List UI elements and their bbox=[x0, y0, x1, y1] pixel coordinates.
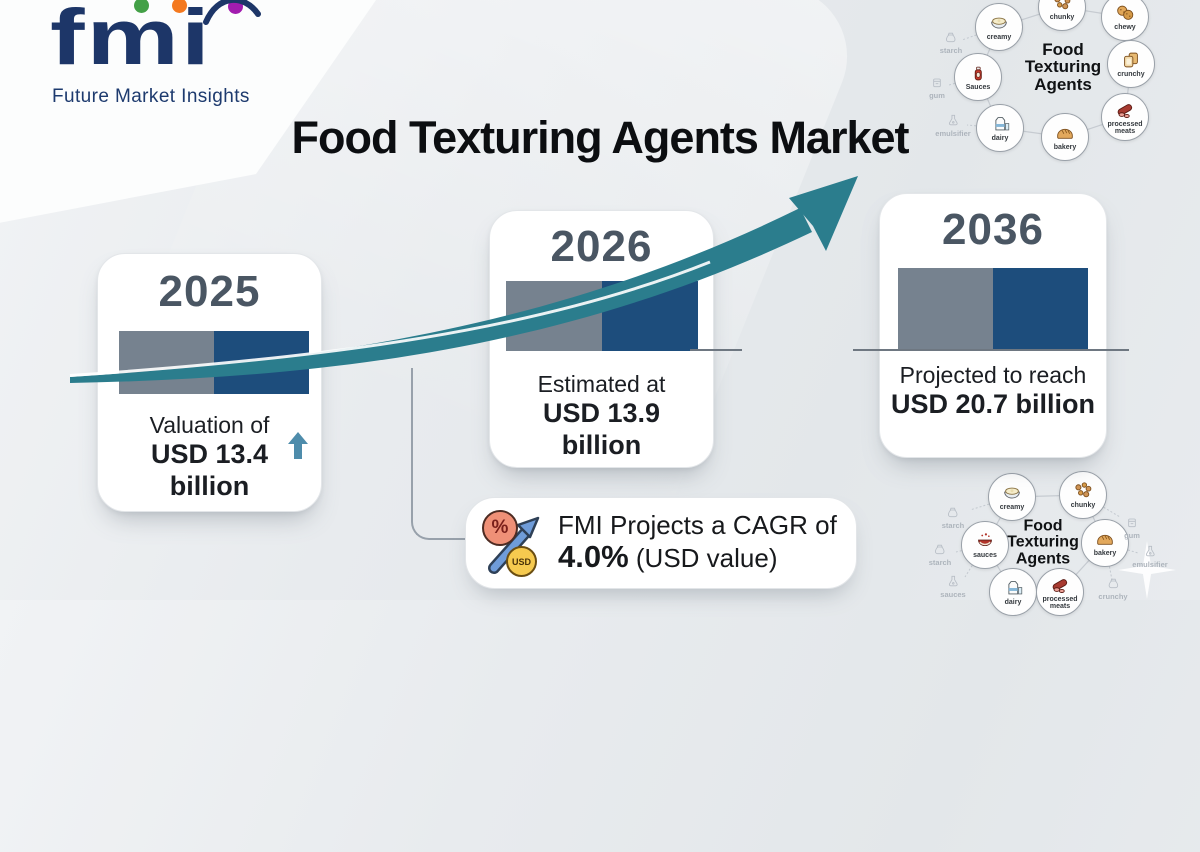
starch-icon bbox=[943, 29, 959, 45]
baseline-segment bbox=[853, 349, 1129, 351]
baseline-segment bbox=[690, 349, 742, 351]
year-card-2025: 2025 Valuation of USD 13.4 billion bbox=[97, 253, 322, 512]
bar-segment-gray bbox=[506, 281, 602, 351]
year-label: 2026 bbox=[550, 222, 653, 271]
cluster-node-chewy: chewy bbox=[1101, 0, 1149, 41]
gum-icon bbox=[1124, 514, 1140, 530]
cluster-node-creamy: creamy bbox=[975, 3, 1023, 51]
cluster-node-sauces: sauces bbox=[961, 521, 1009, 569]
bar-segment-navy bbox=[214, 331, 309, 394]
logo-tagline: Future Market Insights bbox=[52, 86, 250, 107]
ghost-item-sauces: sauces bbox=[940, 573, 966, 599]
ketchup-icon bbox=[967, 62, 989, 84]
cluster-node-crunchy: crunchy bbox=[1107, 40, 1155, 88]
up-arrow-icon bbox=[288, 432, 308, 459]
cluster-node-bakery: bakery bbox=[1041, 113, 1089, 161]
starch-icon bbox=[945, 504, 961, 520]
year-label: 2025 bbox=[158, 267, 261, 316]
market-bar-2025 bbox=[119, 331, 309, 394]
cluster-title: Food Texturing Agents bbox=[1024, 40, 1102, 94]
cagr-connector-line bbox=[411, 368, 467, 540]
logo-arc-icon bbox=[203, 0, 261, 25]
ghost-item-starch: starch bbox=[929, 541, 951, 567]
cagr-growth-icon: % USD bbox=[482, 508, 548, 578]
chewy-icon bbox=[1114, 2, 1136, 24]
logo-wordmark: fmi bbox=[50, 0, 212, 82]
cagr-value: 4.0% bbox=[558, 539, 629, 575]
creamy-icon bbox=[988, 12, 1010, 34]
cagr-text: FMI Projects a CAGR of 4.0% (USD value) bbox=[558, 510, 837, 575]
cluster-node-processed-meats: processed meats bbox=[1101, 93, 1149, 141]
ghost-item-starch: starch bbox=[942, 504, 964, 530]
ghost-item-emulsifier: emulsifier bbox=[935, 112, 971, 138]
logo-dot-green-icon bbox=[134, 0, 149, 13]
sauce-bottle-icon bbox=[945, 573, 961, 589]
cluster-node-creamy: creamy bbox=[988, 473, 1036, 521]
creamy-icon bbox=[1001, 482, 1023, 504]
year-card-2026: 2026 Estimated at USD 13.9 billion bbox=[489, 210, 714, 468]
cluster-node-bakery: bakery bbox=[1081, 519, 1129, 567]
cluster-node-sauces: Sauces bbox=[954, 53, 1002, 101]
cagr-box: % USD FMI Projects a CAGR of 4.0% (USD v… bbox=[465, 497, 857, 589]
chunky-icon bbox=[1072, 480, 1094, 502]
logo-dot-orange-icon bbox=[172, 0, 187, 13]
bar-segment-gray bbox=[898, 268, 993, 351]
card-caption: Estimated at USD 13.9 billion bbox=[537, 371, 666, 460]
cluster-title: Food Texturing Agents bbox=[1007, 517, 1079, 568]
ghost-item-emulsifier: emulsifier bbox=[1132, 543, 1168, 569]
starch-icon bbox=[932, 541, 948, 557]
fmi-logo: fmi Future Market Insights bbox=[50, 0, 261, 107]
ghost-item-gum: gum bbox=[1124, 514, 1140, 540]
crunchy-icon bbox=[1120, 49, 1142, 71]
cluster-node-processed-meats: processed meats bbox=[1036, 568, 1084, 616]
gum-icon bbox=[929, 74, 945, 90]
usd-coin-icon: USD bbox=[506, 546, 537, 577]
food-texturing-cluster-top: Food Texturing Agents creamy chunky chew… bbox=[915, 0, 1200, 192]
bar-segment-navy bbox=[602, 281, 698, 351]
bar-segment-gray bbox=[119, 331, 214, 394]
chunky-icon bbox=[1051, 0, 1073, 14]
card-caption: Valuation of USD 13.4 billion bbox=[149, 412, 270, 501]
percent-icon: % bbox=[482, 510, 518, 546]
processed-meats-icon bbox=[1049, 574, 1071, 596]
cluster-node-dairy: dairy bbox=[976, 104, 1024, 152]
emulsifier-icon bbox=[1142, 543, 1158, 559]
page-title: Food Texturing Agents Market bbox=[291, 112, 909, 163]
cagr-suffix: (USD value) bbox=[628, 543, 778, 574]
market-bar-2026 bbox=[506, 281, 698, 351]
sauce-bowl-icon bbox=[974, 530, 996, 552]
dairy-icon bbox=[1002, 577, 1024, 599]
bakery-icon bbox=[1094, 528, 1116, 550]
crunchy-icon bbox=[1105, 575, 1121, 591]
food-texturing-cluster-bottom: Food Texturing Agents creamy chunky bake… bbox=[920, 455, 1200, 616]
ghost-item-starch: starch bbox=[940, 29, 962, 55]
ghost-item-gum: gum bbox=[929, 74, 945, 100]
year-label: 2036 bbox=[942, 205, 1044, 254]
bar-segment-navy bbox=[993, 268, 1088, 351]
logo-dot-purple-icon bbox=[228, 0, 243, 14]
card-caption: Projected to reach USD 20.7 billion bbox=[890, 362, 1096, 420]
year-card-2036: 2036 Projected to reach USD 20.7 billion bbox=[879, 193, 1107, 458]
cluster-node-dairy: dairy bbox=[989, 568, 1037, 616]
cluster-node-chunky: chunky bbox=[1059, 471, 1107, 519]
ghost-item-crunchy: crunchy bbox=[1098, 575, 1128, 601]
market-bar-2036 bbox=[898, 268, 1088, 351]
